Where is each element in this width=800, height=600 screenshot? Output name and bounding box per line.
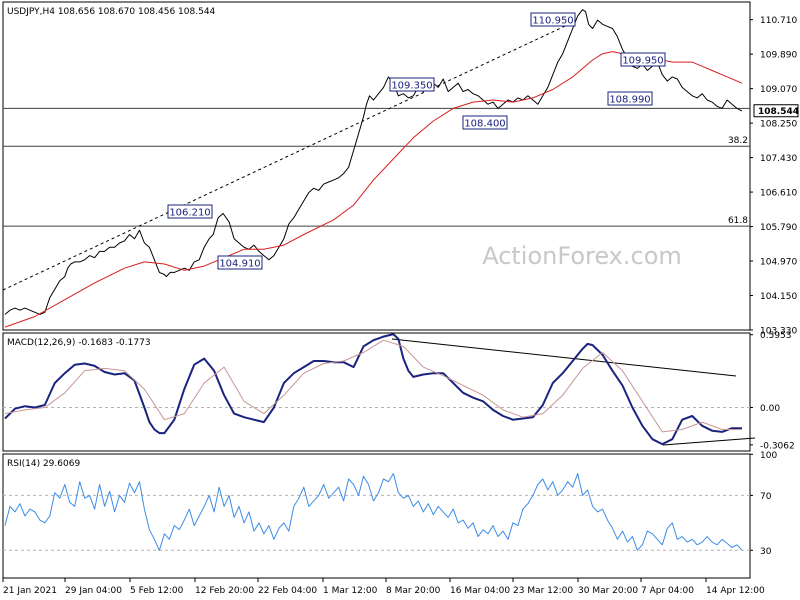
current-price-box	[753, 104, 799, 118]
price-annotation-label: 109.350	[391, 81, 432, 92]
price-annotation: 108.400	[462, 115, 508, 130]
macd-panel-frame	[2, 332, 751, 452]
price-y-tick-label: 108.250	[760, 120, 797, 130]
x-tick-label: 8 Mar 20:00	[386, 586, 441, 596]
price-annotation-box	[217, 255, 263, 270]
price-annotation-label: 109.950	[622, 56, 663, 67]
price-y-tick-label: 106.610	[760, 189, 797, 199]
price-annotation: 110.950	[530, 12, 576, 27]
macd-y-tick-label: -0.3062	[760, 441, 795, 451]
price-annotation-box	[607, 91, 653, 106]
macd-series-0	[4, 333, 742, 446]
price-y-tick-label: 105.790	[760, 223, 797, 233]
price-annotation-label: 104.910	[219, 259, 260, 270]
price-annotation: 106.210	[167, 204, 213, 219]
price-annotation: 109.350	[389, 77, 435, 92]
price-y-tick-label: 103.330	[760, 327, 797, 337]
price-panel-frame	[2, 1, 751, 331]
price-annotation-box	[530, 12, 576, 27]
rsi-y-tick-label: 100	[760, 451, 777, 461]
price-header: USDJPY,H4 108.656 108.670 108.456 108.54…	[7, 7, 216, 17]
fib-level-label: 61.8	[728, 216, 748, 226]
price-annotation-box	[462, 115, 508, 130]
price-y-tick-label: 109.070	[760, 85, 797, 95]
x-tick-label: 23 Mar 12:00	[513, 586, 573, 596]
macd-header: MACD(12,26,9) -0.1683 -0.1773	[7, 338, 151, 348]
x-tick-label: 1 Mar 12:00	[323, 586, 378, 596]
price-series-0	[4, 9, 743, 315]
price-annotation-label: 106.210	[169, 208, 210, 219]
price-annotation-box	[620, 52, 666, 67]
price-y-tick-label: 104.150	[760, 292, 797, 302]
fib-level-label: 38.2	[728, 136, 748, 146]
price-annotation-label: 108.400	[464, 119, 505, 130]
x-tick-label: 5 Feb 12:00	[130, 586, 184, 596]
x-tick-label: 12 Feb 20:00	[195, 586, 254, 596]
macd-divergence-line-upper	[391, 338, 737, 377]
watermark: ActionForex.com	[482, 242, 682, 270]
x-tick-label: 30 Mar 20:00	[578, 586, 638, 596]
macd-y-tick-label: 0.5953	[760, 331, 792, 341]
current-price-label: 108.544	[758, 107, 799, 117]
x-tick-label: 21 Jan 2021	[3, 586, 57, 596]
price-annotation-box	[167, 204, 213, 219]
x-tick-label: 7 Apr 04:00	[641, 586, 694, 596]
rsi-header: RSI(14) 29.6069	[7, 459, 80, 469]
price-y-tick-label: 110.710	[760, 16, 797, 26]
price-trendline	[2, 19, 579, 291]
x-tick-label: 14 Apr 12:00	[706, 586, 765, 596]
rsi-y-tick-label: 70	[760, 492, 772, 502]
macd-divergence-line-lower	[662, 437, 756, 446]
price-annotation-box	[389, 77, 435, 92]
price-annotation: 109.950	[620, 52, 666, 67]
price-y-tick-label: 104.970	[760, 258, 797, 268]
macd-series-1	[4, 339, 742, 433]
price-annotation-label: 108.990	[609, 95, 650, 106]
price-annotation: 104.910	[217, 255, 263, 270]
price-y-tick-label: 109.890	[760, 51, 797, 61]
price-annotation-label: 110.950	[532, 16, 573, 27]
rsi-panel-frame	[2, 453, 751, 579]
x-tick-label: 22 Feb 04:00	[258, 586, 317, 596]
price-annotation: 108.990	[607, 91, 653, 106]
rsi-y-tick-label: 30	[760, 547, 772, 557]
rsi-series-0	[4, 473, 743, 551]
x-tick-label: 16 Mar 04:00	[450, 586, 510, 596]
macd-y-tick-label: 0.00	[760, 404, 780, 414]
x-tick-label: 29 Jan 04:00	[65, 586, 122, 596]
price-y-tick-label: 107.430	[760, 154, 797, 164]
